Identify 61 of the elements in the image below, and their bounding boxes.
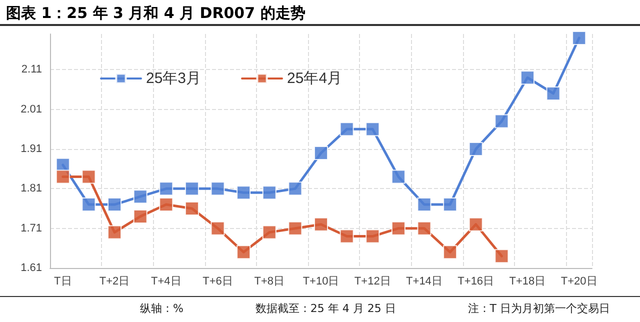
point: [391, 170, 406, 184]
point: [159, 182, 174, 196]
point: [417, 198, 432, 212]
point: [82, 198, 96, 212]
x-tick-label: T+4日: [151, 276, 182, 288]
legend-label: 25年4月: [287, 70, 342, 87]
x-tick-label: T+14日: [406, 276, 442, 288]
point: [391, 221, 406, 236]
point: [314, 146, 328, 160]
point: [340, 122, 354, 136]
text: 注：T 日为月初第一个交易日: [468, 301, 610, 316]
point: [184, 202, 199, 216]
point: [314, 217, 328, 232]
y-tick-label: 1.91: [20, 143, 42, 156]
x-tick-label: T+10日: [302, 276, 340, 288]
x-tick-label: T+16日: [458, 276, 494, 288]
point: [366, 122, 380, 136]
y-tick-label: 1.61: [20, 262, 42, 274]
point: [443, 198, 458, 212]
point: [494, 114, 509, 128]
point: [546, 86, 560, 100]
chart-title: 图表 1：25 年 3 月和 4 月 DR007 的走势: [0, 0, 640, 26]
point: [417, 221, 432, 236]
x-tick-label: T+12日: [354, 276, 391, 288]
point: [236, 186, 251, 200]
x-tick-label: T+8日: [254, 276, 285, 288]
point: [288, 182, 302, 196]
x-tick-label: T+6日: [202, 276, 233, 288]
text: 数据截至：25 年 4 月 25 日: [255, 301, 396, 316]
point: [262, 186, 276, 200]
point: [288, 221, 302, 236]
point: [443, 245, 458, 260]
y-tick-label: 2.01: [20, 103, 42, 116]
point: [572, 30, 586, 45]
point: [520, 70, 534, 85]
point: [108, 225, 122, 240]
point: [494, 249, 509, 264]
point: [82, 170, 96, 184]
x-tick-label: T+18日: [509, 276, 546, 288]
y-tick-label: 1.71: [20, 222, 42, 234]
point: [56, 170, 70, 184]
y-tick-label: 2.11: [21, 64, 42, 76]
point: [210, 221, 225, 236]
point: [236, 245, 251, 260]
point: [133, 190, 148, 204]
x-tick-label: T日: [54, 276, 72, 288]
point: [340, 229, 354, 244]
legend-label: 25年3月: [146, 70, 202, 87]
point: [184, 182, 199, 196]
point: [159, 198, 174, 212]
point: [133, 209, 148, 224]
point: [366, 229, 380, 244]
x-tick-label: T+2日: [99, 276, 130, 288]
text: 纵轴：%: [140, 301, 184, 316]
point: [262, 225, 276, 240]
point: [468, 142, 483, 156]
x-tick-label: T+20日: [560, 276, 598, 288]
y-tick-label: 1.81: [20, 182, 42, 195]
point: [210, 182, 225, 196]
point: [468, 217, 483, 232]
point: [108, 198, 122, 212]
